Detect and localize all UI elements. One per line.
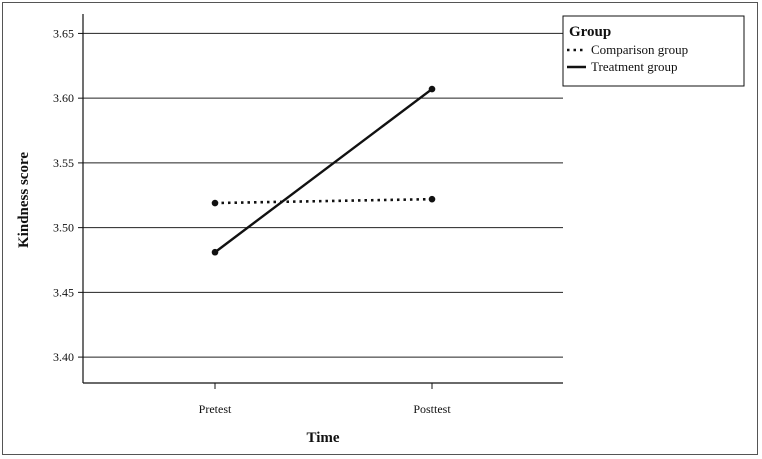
series-line-treatment [214, 88, 433, 254]
y-tick-labels: 3.40 3.45 3.50 3.55 3.60 3.65 [53, 26, 83, 364]
legend-box [562, 15, 745, 87]
y-tick-label: 3.55 [53, 156, 74, 170]
legend-title: Group [569, 24, 611, 40]
data-point [428, 195, 436, 203]
x-tick-label: Posttest [413, 402, 451, 416]
y-axis-label: Kindness score [16, 152, 32, 248]
x-tick-label: Pretest [199, 402, 232, 416]
x-tick-labels: Pretest Posttest [199, 383, 451, 416]
y-tick-label: 3.65 [53, 26, 74, 40]
y-tick-label: 3.50 [53, 221, 74, 235]
y-tick-label: 3.40 [53, 350, 74, 364]
x-axis-label: Time [306, 430, 339, 446]
y-tick-label: 3.45 [53, 285, 74, 299]
data-point [211, 199, 219, 207]
y-tick-label: 3.60 [53, 91, 74, 105]
data-point [428, 85, 436, 93]
legend-items: Comparison group Treatment group [567, 42, 688, 74]
data-point [211, 248, 219, 256]
legend: Group Comparison group Treatment group [562, 15, 745, 87]
legend-label: Treatment group [591, 59, 678, 74]
gridlines [83, 32, 563, 358]
series-lines [211, 85, 436, 256]
series-line-comparison [214, 197, 433, 205]
legend-label: Comparison group [591, 42, 688, 57]
